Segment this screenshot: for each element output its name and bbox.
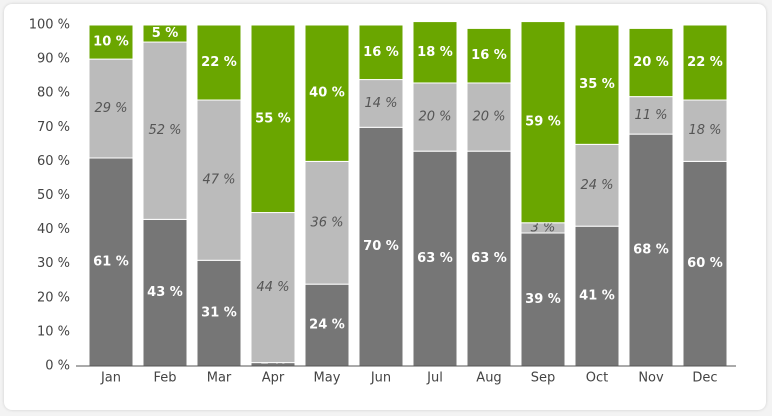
value-label: 3 % — [531, 220, 556, 235]
bar-segment — [574, 24, 620, 145]
value-label: 35 % — [579, 77, 615, 92]
y-tick-label: 20 % — [37, 290, 70, 305]
bar-segment — [88, 157, 134, 367]
bar-segment — [628, 27, 674, 98]
x-tick-label: Feb — [153, 371, 176, 386]
bar-segment — [304, 283, 350, 367]
bar-segment — [358, 79, 404, 128]
bar-segment — [682, 160, 728, 367]
y-tick-label: 80 % — [37, 86, 70, 101]
value-label: 44 % — [256, 280, 289, 295]
y-tick-label: 100 % — [29, 18, 70, 33]
y-tick-label: 90 % — [37, 52, 70, 67]
bar-segment — [304, 160, 350, 285]
value-label: 5 % — [152, 26, 179, 41]
x-tick-label: Oct — [586, 371, 608, 386]
bar-segment — [520, 21, 566, 224]
value-label: 70 % — [363, 239, 399, 254]
y-tick-label: 0 % — [45, 359, 70, 374]
y-tick-label: 50 % — [37, 188, 70, 203]
bar-segment — [412, 21, 458, 84]
bar-segment — [466, 27, 512, 84]
x-tick-label: Dec — [692, 371, 717, 386]
y-tick-label: 30 % — [37, 256, 70, 271]
value-label: 16 % — [363, 45, 399, 60]
bar-segment — [358, 24, 404, 81]
bar-segment — [196, 99, 242, 261]
value-label: 68 % — [633, 243, 669, 258]
y-tick-label: 40 % — [37, 222, 70, 237]
value-label: 20 % — [472, 110, 505, 125]
bar-segment — [412, 150, 458, 367]
x-tick-label: Jun — [370, 371, 391, 386]
x-tick-label: Aug — [476, 371, 501, 386]
value-label: 16 % — [471, 48, 507, 63]
bar-segment — [196, 259, 242, 367]
value-label: 20 % — [418, 110, 451, 125]
bar-segment — [196, 24, 242, 101]
value-label: 36 % — [310, 215, 343, 230]
bar-segment — [88, 58, 134, 159]
value-label: 47 % — [202, 173, 235, 188]
value-label: 31 % — [201, 306, 237, 321]
x-tick-label: May — [314, 371, 341, 386]
bar-segment — [142, 41, 188, 220]
x-tick-label: Apr — [262, 371, 285, 386]
bar-segment — [250, 24, 296, 214]
bar-segment — [574, 143, 620, 227]
value-label: 29 % — [94, 101, 127, 116]
value-label: 22 % — [687, 55, 723, 70]
y-tick-label: 60 % — [37, 154, 70, 169]
bar-segment — [466, 150, 512, 367]
value-label: 60 % — [687, 256, 723, 271]
value-label: 40 % — [309, 86, 345, 101]
value-label: 24 % — [309, 318, 345, 333]
x-tick-label: Jan — [100, 371, 121, 386]
x-tick-label: Sep — [531, 371, 556, 386]
value-label: 43 % — [147, 285, 183, 300]
bar-segment — [682, 99, 728, 162]
value-label: 63 % — [471, 251, 507, 266]
x-tick-label: Mar — [207, 371, 232, 386]
value-label: 10 % — [93, 35, 129, 50]
value-label: 61 % — [93, 254, 129, 269]
x-tick-label: Jul — [426, 371, 443, 386]
value-label: 59 % — [525, 115, 561, 130]
bar-segment — [250, 212, 296, 364]
value-label: 11 % — [634, 108, 667, 123]
value-label: 20 % — [633, 55, 669, 70]
bar-segment — [304, 24, 350, 162]
bar-segment — [88, 24, 134, 60]
bar-segment — [466, 82, 512, 152]
bar-segment — [628, 96, 674, 135]
value-label: 52 % — [148, 123, 181, 138]
value-label: 22 % — [201, 55, 237, 70]
value-label: 18 % — [417, 45, 453, 60]
bar-segment — [520, 232, 566, 367]
value-label: 55 % — [255, 111, 291, 126]
bar-segment — [682, 24, 728, 101]
y-tick-label: 70 % — [37, 120, 70, 135]
value-label: 24 % — [580, 178, 613, 193]
value-label: 18 % — [688, 123, 721, 138]
y-tick-label: 10 % — [37, 324, 70, 339]
value-label: 39 % — [525, 292, 561, 307]
value-label: 14 % — [364, 96, 397, 111]
bar-segment — [142, 24, 188, 43]
x-tick-label: Nov — [638, 371, 664, 386]
value-label: 63 % — [417, 251, 453, 266]
value-label: 41 % — [579, 289, 615, 304]
